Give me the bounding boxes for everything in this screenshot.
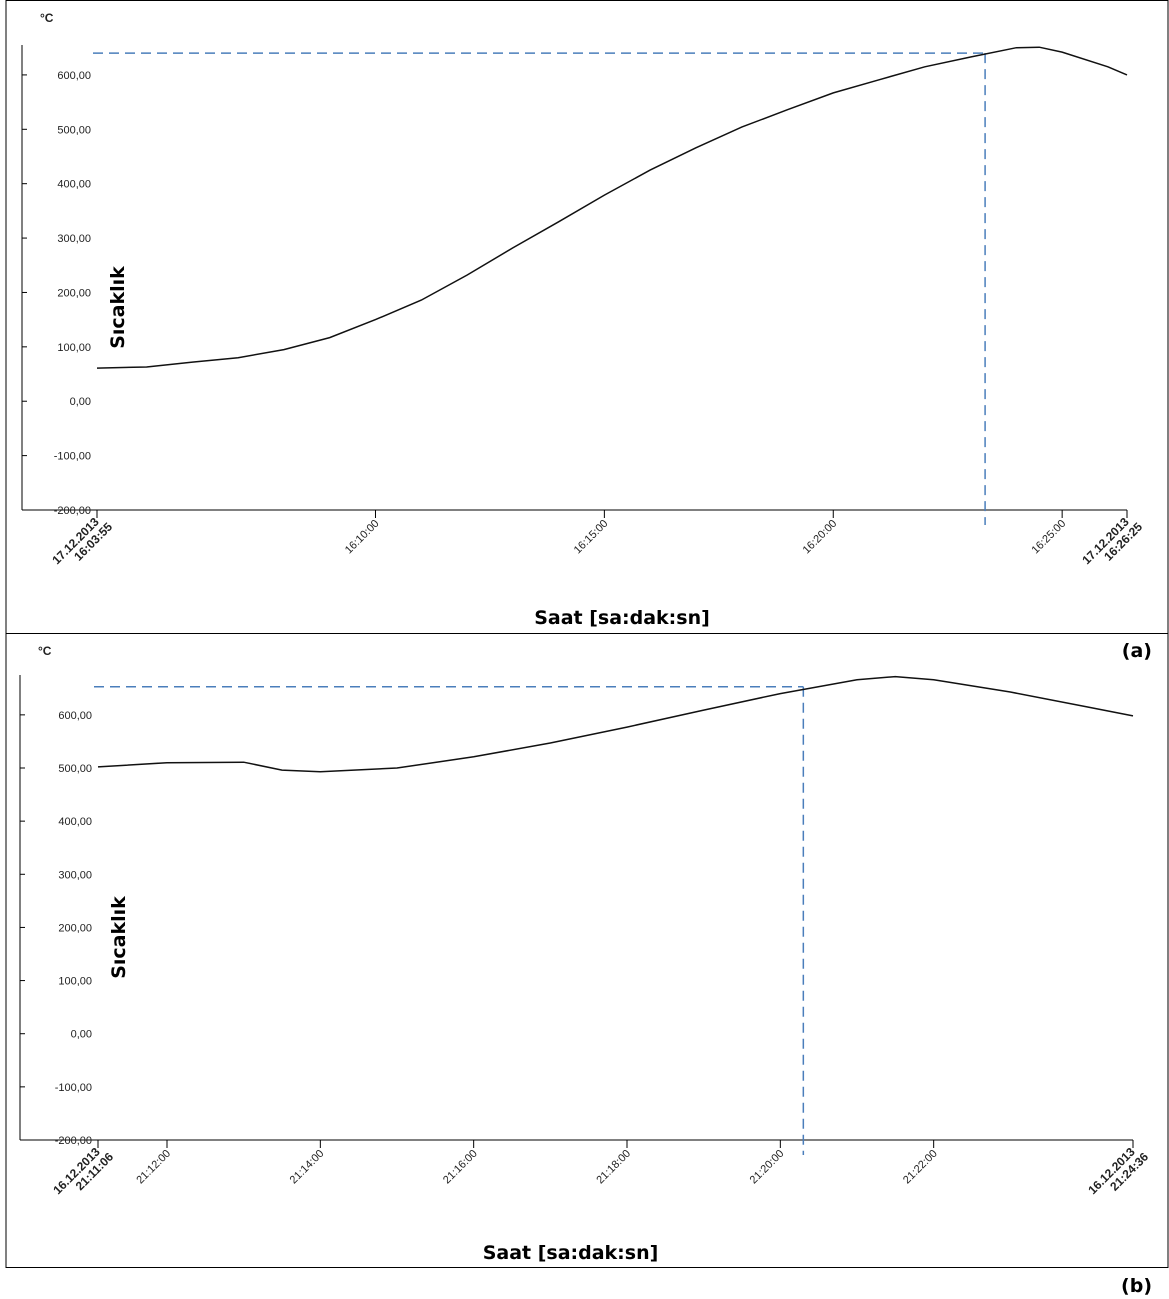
y-tick-label: 400,00	[57, 179, 91, 191]
y-axis-title: Sıcaklık	[108, 896, 130, 979]
y-tick-label: 500,00	[57, 124, 91, 136]
x-tick-label: 21:16:00	[441, 1148, 480, 1187]
y-tick-label: 300,00	[58, 869, 92, 881]
x-tick-label: 17.12.201316:26:25	[1079, 510, 1145, 576]
y-axis-title: Sıcaklık	[107, 266, 129, 349]
y-tick-label: 200,00	[57, 287, 91, 299]
data-line	[96, 46, 1128, 369]
x-tick-label: 21:22:00	[901, 1148, 940, 1187]
panel-label: (b)	[1121, 1275, 1152, 1297]
y-tick-label: 500,00	[58, 763, 92, 775]
y-tick-label: -200,00	[54, 505, 91, 517]
y-tick-label: -200,00	[55, 1135, 92, 1147]
y-tick-label: 400,00	[58, 816, 92, 828]
y-tick-label: 0,00	[70, 396, 91, 408]
y-tick-label: 600,00	[57, 70, 91, 82]
x-tick-label: 16:15:00	[572, 518, 611, 557]
y-tick-label: 300,00	[57, 233, 91, 245]
y-tick-label: 0,00	[71, 1029, 92, 1041]
x-tick-label: 21:18:00	[594, 1148, 633, 1187]
x-tick-label: 21:20:00	[748, 1148, 787, 1187]
panel-frame	[5, 633, 1169, 1268]
y-tick-label: -100,00	[54, 451, 91, 463]
x-tick-label: 16.12.201321:11:06	[50, 1140, 116, 1206]
y-tick-label: 600,00	[58, 710, 92, 722]
x-tick-label: 21:14:00	[288, 1148, 327, 1187]
y-tick-label: -100,00	[55, 1082, 92, 1094]
x-tick-label: 16.12.201321:24:36	[1085, 1140, 1151, 1206]
data-line	[97, 675, 1134, 773]
y-tick-label: 100,00	[57, 342, 91, 354]
panel-label: (a)	[1122, 640, 1152, 662]
x-axis-title: Saat [sa:dak:sn]	[483, 1242, 659, 1264]
x-tick-label: 16:20:00	[801, 518, 840, 557]
x-tick-label: 16:25:00	[1030, 518, 1069, 557]
y-unit: °C	[38, 644, 52, 658]
y-tick-label: 100,00	[58, 976, 92, 988]
x-tick-label: 17.12.201316:03:55	[49, 510, 115, 576]
x-tick-label: 21:12:00	[134, 1148, 173, 1187]
x-tick-label: 16:10:00	[343, 518, 382, 557]
x-axis-title: Saat [sa:dak:sn]	[534, 607, 710, 629]
y-unit: °C	[40, 11, 54, 25]
y-tick-label: 200,00	[58, 922, 92, 934]
